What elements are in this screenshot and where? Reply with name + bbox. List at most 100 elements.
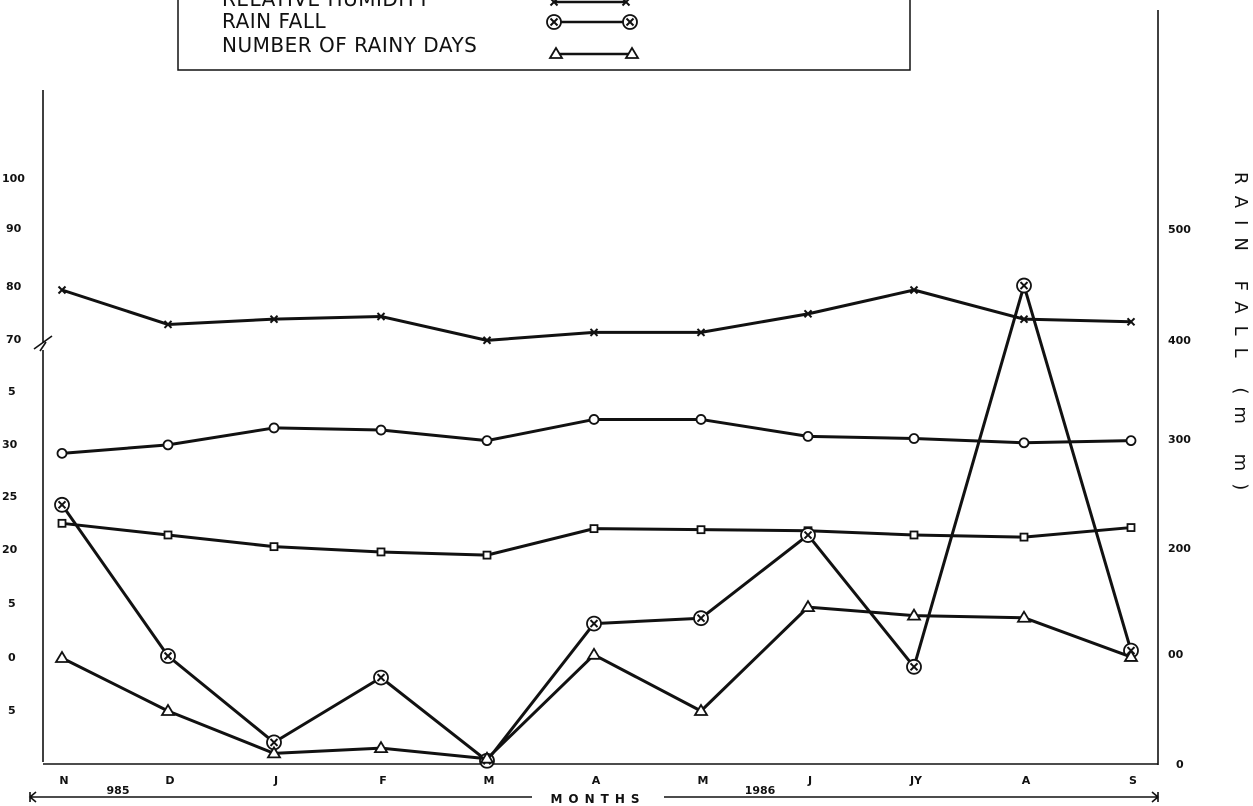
series-circle-point bbox=[588, 414, 600, 425]
series-circle-point bbox=[802, 430, 814, 442]
left-tick-label: 100 bbox=[2, 172, 25, 185]
series-layer bbox=[54, 277, 1139, 769]
series-relative-humidity-point bbox=[803, 309, 813, 319]
right-tick-label: 200 bbox=[1168, 542, 1191, 555]
x-axis-title: MONTHS bbox=[550, 792, 645, 806]
series-square-point bbox=[589, 524, 599, 534]
legend-swatch-marker bbox=[621, 0, 631, 7]
x-tick-label: J bbox=[273, 774, 278, 787]
series-square-point bbox=[163, 530, 173, 540]
series-relative-humidity-point bbox=[376, 312, 386, 321]
series-rainy-days-point bbox=[479, 750, 495, 764]
series-circle-point bbox=[481, 435, 493, 447]
x-tick-label: JY bbox=[909, 774, 923, 787]
series-square-point bbox=[696, 525, 706, 535]
legend-label-2: NUMBER OF RAINY DAYS bbox=[222, 33, 477, 57]
series-circle-point bbox=[56, 447, 68, 459]
series-rainy-days-point bbox=[373, 740, 389, 753]
series-rainy-days-point bbox=[1123, 649, 1139, 662]
series-relative-humidity-point bbox=[1126, 317, 1136, 327]
legend-box bbox=[177, 0, 911, 71]
x-tick-label: M bbox=[698, 774, 709, 787]
series-circle-point bbox=[1018, 437, 1030, 449]
series-rain-fall-line bbox=[60, 284, 1133, 763]
right-tick-label: 00 bbox=[1168, 648, 1184, 661]
series-rain-fall-point bbox=[800, 527, 816, 543]
axis-break-mark bbox=[33, 335, 53, 352]
series-rain-fall-point bbox=[160, 648, 176, 664]
series-relative-humidity-line bbox=[61, 288, 1132, 342]
series-square-point bbox=[269, 542, 279, 552]
left-ticks: 100 90 80 70 5 30 25 20 5 0 5 bbox=[2, 172, 25, 717]
series-square bbox=[57, 518, 1136, 560]
right-axis-title: RAIN FALL (m m) bbox=[1230, 172, 1251, 502]
x-tick-label: D bbox=[165, 774, 174, 787]
series-relative-humidity-point bbox=[909, 285, 919, 295]
series-circle-point bbox=[268, 422, 280, 434]
x-tick-label: S bbox=[1129, 774, 1137, 787]
series-rainy-days-point bbox=[266, 745, 282, 759]
series-rain-fall-point bbox=[266, 734, 282, 751]
series-rain-fall-point bbox=[906, 658, 922, 675]
right-tick-label: 0 bbox=[1176, 758, 1184, 771]
series-rain-fall bbox=[54, 277, 1139, 769]
series-rainy-days-point bbox=[160, 703, 176, 716]
series-rain-fall-point bbox=[1016, 277, 1032, 294]
right-ticks: 500 400 300 200 00 0 bbox=[1168, 223, 1191, 771]
series-rain-fall-point bbox=[586, 615, 602, 632]
left-tick-label: 90 bbox=[6, 222, 22, 235]
series-square-point bbox=[1126, 523, 1136, 532]
left-tick-label: 25 bbox=[2, 490, 17, 503]
series-square-point bbox=[909, 530, 919, 540]
series-relative-humidity-point bbox=[696, 328, 706, 337]
series-square-point bbox=[57, 518, 67, 528]
series-rainy-days-point bbox=[54, 650, 70, 663]
legend-swatch-marker bbox=[622, 14, 638, 30]
series-circle-point bbox=[375, 424, 387, 436]
legend-swatch-marker bbox=[549, 0, 559, 7]
series-circle-point bbox=[695, 414, 707, 425]
year-label-end: 1986 bbox=[745, 784, 776, 797]
series-square-point bbox=[376, 547, 386, 557]
series-rainy-days-point bbox=[693, 703, 709, 716]
x-tick-label: A bbox=[592, 774, 601, 787]
left-tick-label: 20 bbox=[2, 543, 18, 556]
legend-swatch-marker bbox=[546, 14, 562, 30]
series-square-point bbox=[482, 550, 492, 560]
series-circle bbox=[56, 414, 1137, 459]
legend-label-0: RELATIVE HUMIDITY bbox=[222, 0, 430, 11]
series-rain-fall-point bbox=[693, 610, 709, 627]
left-tick-label: 5 bbox=[8, 597, 16, 610]
x-tick-label: M bbox=[484, 774, 495, 787]
legend: RELATIVE HUMIDITY RAIN FALL NUMBER OF RA… bbox=[177, 0, 911, 71]
series-relative-humidity-point bbox=[1019, 314, 1029, 324]
right-tick-label: 500 bbox=[1168, 223, 1191, 236]
left-tick-label: 0 bbox=[8, 651, 16, 664]
series-relative-humidity-point bbox=[163, 320, 173, 329]
series-circle-line bbox=[61, 417, 1132, 455]
legend-swatches bbox=[546, 0, 640, 59]
x-tick-label: J bbox=[807, 774, 812, 787]
legend-swatch-marker bbox=[548, 46, 564, 59]
month-labels: N D J F M A M J JY A S bbox=[59, 774, 1137, 787]
left-tick-label: 5 bbox=[8, 704, 16, 717]
x-tick-label: N bbox=[59, 774, 68, 787]
left-tick-label: 5 bbox=[8, 385, 16, 398]
series-rainy-days-point bbox=[1016, 609, 1032, 623]
series-relative-humidity-point bbox=[57, 285, 67, 295]
right-tick-label: 300 bbox=[1168, 433, 1191, 446]
right-tick-label: 400 bbox=[1168, 334, 1191, 347]
series-square-point bbox=[1019, 532, 1029, 542]
series-relative-humidity-point bbox=[482, 336, 492, 345]
series-circle-point bbox=[162, 439, 174, 451]
series-rain-fall-point bbox=[373, 669, 389, 686]
series-rainy-days-point bbox=[586, 647, 602, 660]
legend-swatch-marker bbox=[624, 46, 640, 59]
series-circle-point bbox=[908, 433, 920, 444]
left-tick-label: 70 bbox=[6, 333, 22, 346]
series-rainy-days-point bbox=[906, 607, 922, 621]
left-tick-label: 30 bbox=[2, 438, 18, 451]
series-rainy-days bbox=[54, 599, 1139, 764]
series-relative-humidity-point bbox=[589, 328, 599, 337]
